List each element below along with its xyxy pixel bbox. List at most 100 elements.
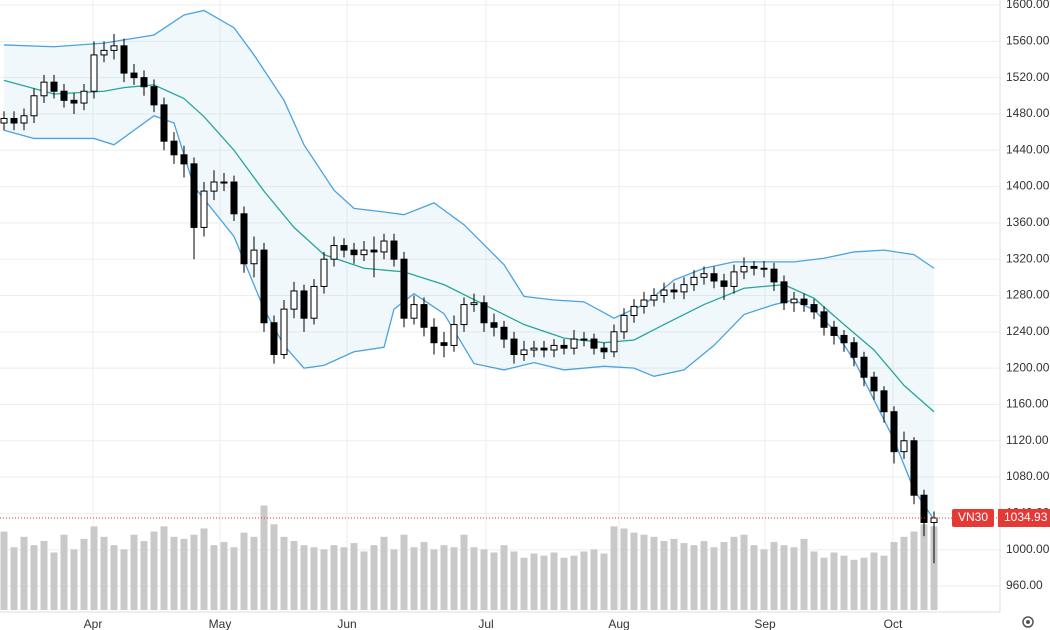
volume-bar <box>600 553 608 610</box>
candle <box>60 83 68 108</box>
volume-bar <box>180 538 188 610</box>
candle <box>630 299 638 323</box>
candle <box>140 70 148 96</box>
candle <box>40 74 48 104</box>
last-price-label: 1034.93 <box>1004 510 1048 524</box>
y-tick-label: 1560.00 <box>1006 33 1050 47</box>
candle-body <box>800 298 808 306</box>
candle <box>170 132 178 164</box>
y-tick-label: 1160.00 <box>1006 397 1049 411</box>
candle <box>680 277 688 300</box>
candle-body <box>60 90 68 101</box>
volume-bar <box>90 526 98 610</box>
volume-bar <box>850 559 858 610</box>
candle <box>370 236 378 278</box>
candle <box>570 329 578 355</box>
volume-bar <box>530 553 538 610</box>
y-tick-label: 1520.00 <box>1006 70 1050 84</box>
x-tick-label: Jun <box>337 617 356 630</box>
last-price-tag <box>998 508 1050 527</box>
volume-bar <box>640 534 648 610</box>
volume-bar <box>220 542 228 610</box>
volume-bar <box>660 541 668 610</box>
candle <box>500 320 508 349</box>
candle-body <box>0 117 8 124</box>
candle <box>150 79 158 113</box>
volume-bar <box>840 555 848 610</box>
volume-bar <box>330 545 338 610</box>
candle <box>380 233 388 260</box>
candle-body <box>70 99 78 104</box>
candle <box>730 264 738 294</box>
candle <box>580 331 588 347</box>
candle <box>110 34 118 60</box>
candle-body <box>540 347 548 351</box>
volume-bar <box>0 531 8 610</box>
volume-bar <box>800 538 808 610</box>
volume-bar <box>620 528 628 610</box>
volume-bar <box>80 538 88 610</box>
volume-bar <box>190 534 198 610</box>
candle <box>910 437 918 505</box>
candle-body <box>490 322 498 328</box>
candle-body <box>930 517 938 523</box>
candle-body <box>100 49 108 56</box>
volume-bar <box>780 545 788 610</box>
candle <box>610 324 618 358</box>
candle <box>740 257 748 280</box>
volume-bar <box>440 545 448 610</box>
volume-bar <box>730 536 738 610</box>
candle <box>550 339 558 358</box>
volume-bar <box>550 552 558 610</box>
volume-bar <box>590 549 598 610</box>
candle-body <box>610 331 618 353</box>
candle-body <box>480 302 488 324</box>
volume-bar <box>50 552 58 610</box>
candle-body <box>230 181 238 215</box>
volume-bar <box>340 547 348 610</box>
candle-body <box>690 276 698 286</box>
x-tick-label: Aug <box>608 617 629 630</box>
settings-icon[interactable] <box>1022 616 1034 628</box>
candle <box>480 295 488 332</box>
candle-body <box>260 249 268 324</box>
volume-bar <box>310 547 318 610</box>
candle-body <box>760 267 768 270</box>
candle-body <box>580 338 588 341</box>
candle-body <box>750 265 758 269</box>
candle-body <box>30 95 38 117</box>
y-tick-label: 1200.00 <box>1006 360 1050 374</box>
candle <box>510 331 518 364</box>
candle <box>240 206 248 273</box>
candle <box>10 111 18 131</box>
volume-bar <box>920 524 928 610</box>
candle-body <box>180 154 188 165</box>
candle <box>340 238 348 258</box>
candle <box>190 157 198 260</box>
candle <box>290 281 298 319</box>
x-tick-label: Apr <box>84 617 103 630</box>
candle <box>790 291 798 312</box>
candle-body <box>630 305 638 316</box>
y-tick-label: 1400.00 <box>1006 179 1050 193</box>
volume-bar <box>650 536 658 610</box>
candle-body <box>860 356 868 378</box>
candle-body <box>910 440 918 496</box>
candle-body <box>200 190 208 228</box>
volume-bar <box>510 551 518 610</box>
volume-bar <box>790 547 798 610</box>
volume-bar <box>880 555 888 610</box>
candle-body <box>780 281 788 304</box>
y-tick-label: 1000.00 <box>1006 542 1050 556</box>
candle <box>400 251 408 328</box>
volume-bar <box>810 551 818 610</box>
volume-bar <box>380 536 388 610</box>
volume-bar <box>860 557 868 610</box>
candle-body <box>440 342 448 346</box>
candle <box>530 340 538 358</box>
candle-body <box>530 347 538 351</box>
volume-bar <box>720 542 728 610</box>
candle <box>890 406 898 464</box>
volume-bar <box>540 555 548 610</box>
candle-body <box>130 72 138 79</box>
